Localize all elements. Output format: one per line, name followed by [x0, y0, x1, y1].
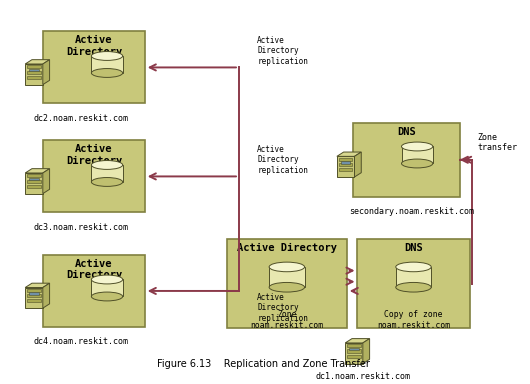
- Text: Active
Directory
replication: Active Directory replication: [257, 36, 308, 66]
- Polygon shape: [27, 76, 41, 79]
- Ellipse shape: [396, 283, 431, 292]
- Text: DNS: DNS: [398, 127, 416, 137]
- FancyBboxPatch shape: [43, 255, 145, 327]
- Polygon shape: [91, 280, 122, 296]
- Ellipse shape: [91, 275, 122, 284]
- Polygon shape: [345, 339, 369, 343]
- Polygon shape: [347, 355, 361, 358]
- Text: Active
Directory
replication: Active Directory replication: [257, 145, 308, 175]
- FancyBboxPatch shape: [43, 31, 145, 103]
- Text: Active
Directory: Active Directory: [66, 258, 122, 280]
- Text: Active Directory: Active Directory: [237, 243, 337, 253]
- Text: Zone
noam.reskit.com: Zone noam.reskit.com: [250, 310, 323, 329]
- Polygon shape: [355, 152, 361, 177]
- Polygon shape: [27, 185, 41, 188]
- Polygon shape: [25, 169, 50, 173]
- Polygon shape: [347, 349, 361, 353]
- Polygon shape: [29, 292, 39, 295]
- Text: Active
Directory
replication: Active Directory replication: [257, 293, 308, 323]
- Ellipse shape: [91, 292, 122, 301]
- Polygon shape: [339, 163, 352, 166]
- Polygon shape: [347, 344, 361, 347]
- Polygon shape: [339, 168, 352, 171]
- Polygon shape: [29, 178, 39, 180]
- Ellipse shape: [91, 177, 122, 186]
- Polygon shape: [25, 64, 43, 84]
- Polygon shape: [337, 152, 361, 156]
- Polygon shape: [25, 288, 43, 308]
- Polygon shape: [25, 60, 50, 64]
- Text: Copy of zone
noam.reskit.com: Copy of zone noam.reskit.com: [377, 310, 450, 329]
- Polygon shape: [91, 56, 122, 73]
- Polygon shape: [25, 283, 50, 288]
- Polygon shape: [43, 283, 50, 308]
- Polygon shape: [27, 294, 41, 297]
- Polygon shape: [27, 299, 41, 302]
- Ellipse shape: [91, 51, 122, 60]
- Polygon shape: [345, 343, 363, 364]
- Text: Active
Directory: Active Directory: [66, 35, 122, 57]
- Polygon shape: [402, 146, 433, 164]
- Text: Figure 6.13    Replication and Zone Transfer: Figure 6.13 Replication and Zone Transfe…: [157, 359, 370, 369]
- Polygon shape: [269, 267, 305, 287]
- Polygon shape: [91, 165, 122, 182]
- FancyBboxPatch shape: [43, 141, 145, 212]
- Ellipse shape: [269, 283, 305, 292]
- FancyBboxPatch shape: [354, 123, 460, 197]
- Polygon shape: [27, 289, 41, 292]
- FancyBboxPatch shape: [357, 239, 470, 328]
- Ellipse shape: [402, 159, 433, 168]
- Ellipse shape: [396, 262, 431, 272]
- Text: dc2.noam.reskit.com: dc2.noam.reskit.com: [33, 114, 128, 123]
- Polygon shape: [27, 71, 41, 74]
- Text: dc4.noam.reskit.com: dc4.noam.reskit.com: [33, 337, 128, 346]
- Polygon shape: [339, 157, 352, 161]
- Polygon shape: [43, 169, 50, 194]
- Text: secondary.noam.reskit.com: secondary.noam.reskit.com: [349, 207, 474, 216]
- Polygon shape: [363, 339, 369, 364]
- Text: dc1.noam.reskit.com: dc1.noam.reskit.com: [316, 372, 411, 381]
- Ellipse shape: [402, 142, 433, 151]
- Ellipse shape: [91, 161, 122, 169]
- Polygon shape: [43, 60, 50, 84]
- Text: Active
Directory: Active Directory: [66, 144, 122, 166]
- Polygon shape: [27, 65, 41, 68]
- Text: dc3.noam.reskit.com: dc3.noam.reskit.com: [33, 223, 128, 232]
- Polygon shape: [337, 156, 355, 177]
- Polygon shape: [341, 161, 350, 164]
- Polygon shape: [29, 69, 39, 71]
- FancyBboxPatch shape: [227, 239, 347, 328]
- Polygon shape: [27, 179, 41, 182]
- Ellipse shape: [269, 262, 305, 272]
- Polygon shape: [396, 267, 431, 287]
- Polygon shape: [27, 174, 41, 177]
- Ellipse shape: [91, 68, 122, 78]
- Text: Zone
transfer: Zone transfer: [478, 133, 517, 152]
- Polygon shape: [349, 348, 359, 350]
- Text: DNS: DNS: [404, 243, 423, 253]
- Polygon shape: [25, 173, 43, 194]
